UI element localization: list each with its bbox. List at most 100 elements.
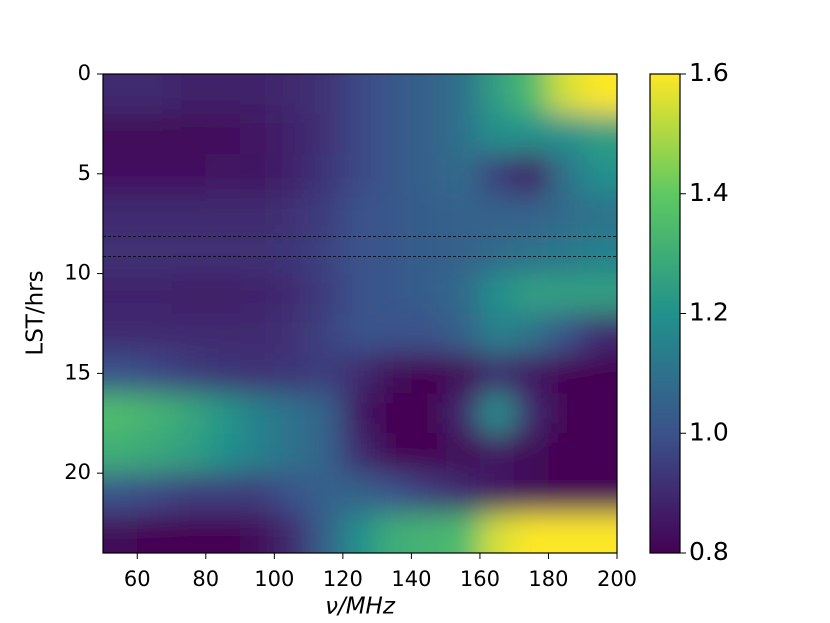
heat-cell: [103, 313, 138, 354]
heat-cell: [582, 74, 617, 115]
heat-cell: [514, 313, 549, 354]
heat-cell: [582, 393, 617, 434]
heat-cell: [479, 193, 515, 235]
heat-cell: [514, 193, 549, 235]
heat-cell: [479, 513, 515, 553]
heat-cell: [582, 193, 617, 235]
heat-cell: [514, 273, 549, 314]
heat-cell: [137, 233, 173, 275]
heat-cell: [103, 473, 138, 514]
heat-cell: [137, 513, 173, 553]
heat-cell: [548, 193, 584, 235]
heat-cell: [411, 473, 447, 514]
heat-cell: [240, 313, 275, 354]
heat-cell: [205, 193, 241, 235]
colorbar-tick-label: 1.0: [689, 417, 729, 446]
heat-cell: [274, 113, 310, 155]
heat-cell: [103, 393, 138, 434]
heat-cell: [514, 473, 549, 514]
heat-cell: [171, 193, 207, 235]
heat-cell: [205, 233, 241, 275]
heat-cell: [514, 433, 549, 474]
heat-cell: [171, 74, 207, 115]
heat-cell: [582, 153, 617, 195]
x-tick-label: 140: [391, 567, 431, 591]
heat-cell: [103, 233, 138, 275]
y-axis-label: LST/hrs: [23, 270, 49, 355]
x-tick-label: 180: [528, 567, 568, 591]
heat-cell: [205, 153, 241, 195]
heat-cell: [445, 393, 481, 434]
heat-cell: [377, 433, 412, 474]
heat-cell: [308, 233, 344, 275]
heat-cell: [137, 193, 173, 235]
heat-cell: [342, 74, 378, 115]
heat-cell: [479, 74, 515, 115]
heat-cell: [342, 433, 378, 474]
heat-cell: [411, 393, 447, 434]
heat-cell: [582, 473, 617, 514]
heat-cell: [445, 513, 481, 553]
heat-cell: [274, 313, 310, 354]
heat-cell: [308, 113, 344, 155]
heat-cell: [582, 433, 617, 474]
heat-cell: [445, 273, 481, 314]
y-tick-label: 15: [64, 360, 91, 384]
heat-cell: [240, 153, 275, 195]
heat-cell: [274, 233, 310, 275]
x-axis-label: ν/MHz: [325, 594, 396, 620]
heat-cell: [445, 353, 481, 394]
x-tick-label: 80: [192, 567, 219, 591]
heat-cell: [137, 473, 173, 514]
y-tick-label: 0: [78, 61, 91, 85]
heat-cell: [103, 74, 138, 115]
heat-cell: [445, 153, 481, 195]
heat-cell: [411, 513, 447, 553]
heat-cell: [171, 233, 207, 275]
y-tick-label: 20: [64, 460, 91, 484]
heat-cell: [582, 353, 617, 394]
heat-cell: [548, 74, 584, 115]
heat-cell: [479, 433, 515, 474]
heat-cell: [171, 433, 207, 474]
heat-cell: [308, 313, 344, 354]
heat-cell: [205, 113, 241, 155]
heat-cell: [514, 113, 549, 155]
heat-cell: [479, 393, 515, 434]
heat-cell: [479, 473, 515, 514]
heat-cell: [240, 113, 275, 155]
heat-cell: [240, 393, 275, 434]
heat-cell: [240, 193, 275, 235]
heat-cell: [514, 233, 549, 275]
heat-cell: [171, 513, 207, 553]
heat-cell: [205, 473, 241, 514]
heat-cell: [548, 513, 584, 553]
heat-cell: [479, 233, 515, 275]
heat-cell: [342, 313, 378, 354]
heat-cell: [308, 193, 344, 235]
heat-cell: [548, 233, 584, 275]
heat-cell: [240, 433, 275, 474]
heat-cell: [205, 393, 241, 434]
heat-cell: [582, 313, 617, 354]
heat-cell: [514, 153, 549, 195]
heat-cell: [479, 153, 515, 195]
heat-cell: [205, 513, 241, 553]
heat-cell: [411, 153, 447, 195]
heat-cell: [171, 473, 207, 514]
heat-cell: [137, 74, 173, 115]
colorbar-tick-label: 1.6: [689, 58, 729, 87]
heat-cell: [274, 433, 310, 474]
heat-cell: [308, 473, 344, 514]
heat-cell: [342, 113, 378, 155]
heat-cell: [342, 193, 378, 235]
heat-cell: [137, 153, 173, 195]
heat-cell: [377, 273, 412, 314]
heat-cell: [377, 313, 412, 354]
heat-cell: [103, 433, 138, 474]
heat-cell: [582, 113, 617, 155]
heat-cell: [514, 513, 549, 553]
x-tick-label: 60: [124, 567, 151, 591]
heat-cell: [308, 353, 344, 394]
heat-cell: [205, 74, 241, 115]
